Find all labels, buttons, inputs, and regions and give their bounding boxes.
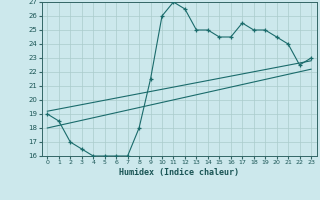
- X-axis label: Humidex (Indice chaleur): Humidex (Indice chaleur): [119, 168, 239, 177]
